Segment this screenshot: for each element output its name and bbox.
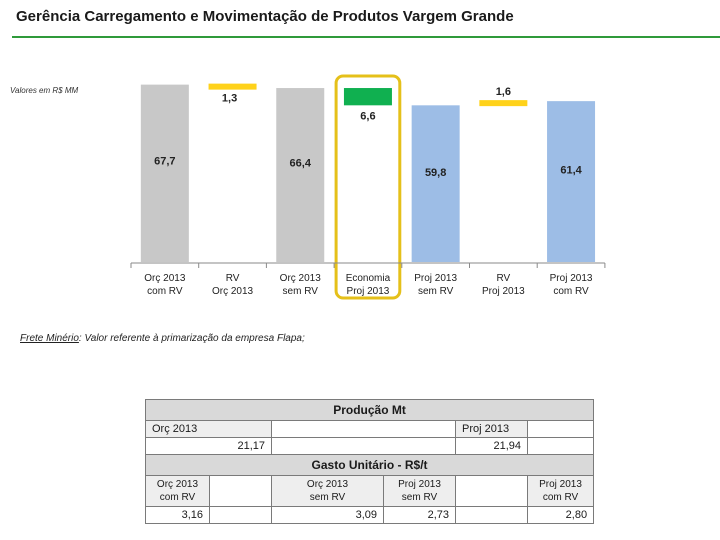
bar-value-label: 1,6 [496,86,511,98]
footnote: Frete Minério: Valor referente à primari… [20,333,305,344]
bar-total [276,88,325,262]
producao-proj-value: 21,94 [455,437,528,455]
bar-delta [208,83,257,90]
bar-delta [343,88,392,106]
bar-value-label: 6,6 [360,110,375,122]
producao-orc-value: 21,17 [145,437,272,455]
gasto-value: 3,16 [145,506,210,524]
footnote-text: : Valor referente à primarização da empr… [78,333,305,344]
blank-cell [209,506,272,524]
producao-orc-label: Orç 2013 [145,420,272,438]
gasto-header: Gasto Unitário - R$/t [144,454,595,476]
blank-cell [271,420,456,438]
category-label: com RV [553,286,589,297]
category-label: Proj 2013 [414,273,457,284]
category-label: Orç 2013 [144,273,186,284]
bar-value-label: 1,3 [222,93,237,105]
page-title: Gerência Carregamento e Movimentação de … [16,8,514,25]
bar-value-label: 61,4 [560,165,582,177]
title-divider [12,36,720,38]
gasto-value: 2,80 [526,506,595,524]
category-label: Proj 2013 [550,273,593,284]
blank-cell [209,475,272,507]
bar-value-label: 66,4 [290,157,312,169]
blank-cell [455,506,528,524]
bar-value-label: 67,7 [154,155,175,167]
highlight-frame [334,74,402,300]
blank-cell [526,437,595,455]
category-label: RV [496,273,510,284]
producao-header: Produção Mt [144,399,595,421]
producao-proj-label: Proj 2013 [455,420,528,438]
gasto-col-label: Proj 2013 com RV [526,475,595,507]
category-label: RV [226,273,240,284]
bar-delta [479,100,528,107]
category-label: Orç 2013 [280,273,322,284]
summary-table: Produção Mt Orç 2013 Proj 2013 21,17 21,… [144,399,595,524]
blank-cell [271,437,456,455]
category-label: Economia [346,273,391,284]
bar-value-label: 59,8 [425,167,446,179]
gasto-col-label: Proj 2013 sem RV [383,475,456,507]
category-label: sem RV [283,286,319,297]
waterfall-chart: 67,7 Orç 2013 com RV 1,3 RV Orç 2013 66,4 Orç 2… [130,74,606,300]
gasto-col-label: Orç 2013 com RV [145,475,210,507]
category-label: Proj 2013 [347,286,390,297]
gasto-col-label: Orç 2013 sem RV [271,475,384,507]
footnote-term: Frete Minério [20,333,79,344]
category-label: com RV [147,286,183,297]
category-label: Proj 2013 [482,286,525,297]
blank-cell [455,475,528,507]
blank-cell [526,420,595,438]
bar-total [140,84,189,262]
bar-total [411,105,460,262]
values-unit-note: Valores em R$ MM [10,86,79,95]
gasto-value: 3,09 [271,506,384,524]
bar-total [547,101,596,262]
gasto-value: 2,73 [383,506,456,524]
category-label: sem RV [418,286,454,297]
category-label: Orç 2013 [212,286,254,297]
